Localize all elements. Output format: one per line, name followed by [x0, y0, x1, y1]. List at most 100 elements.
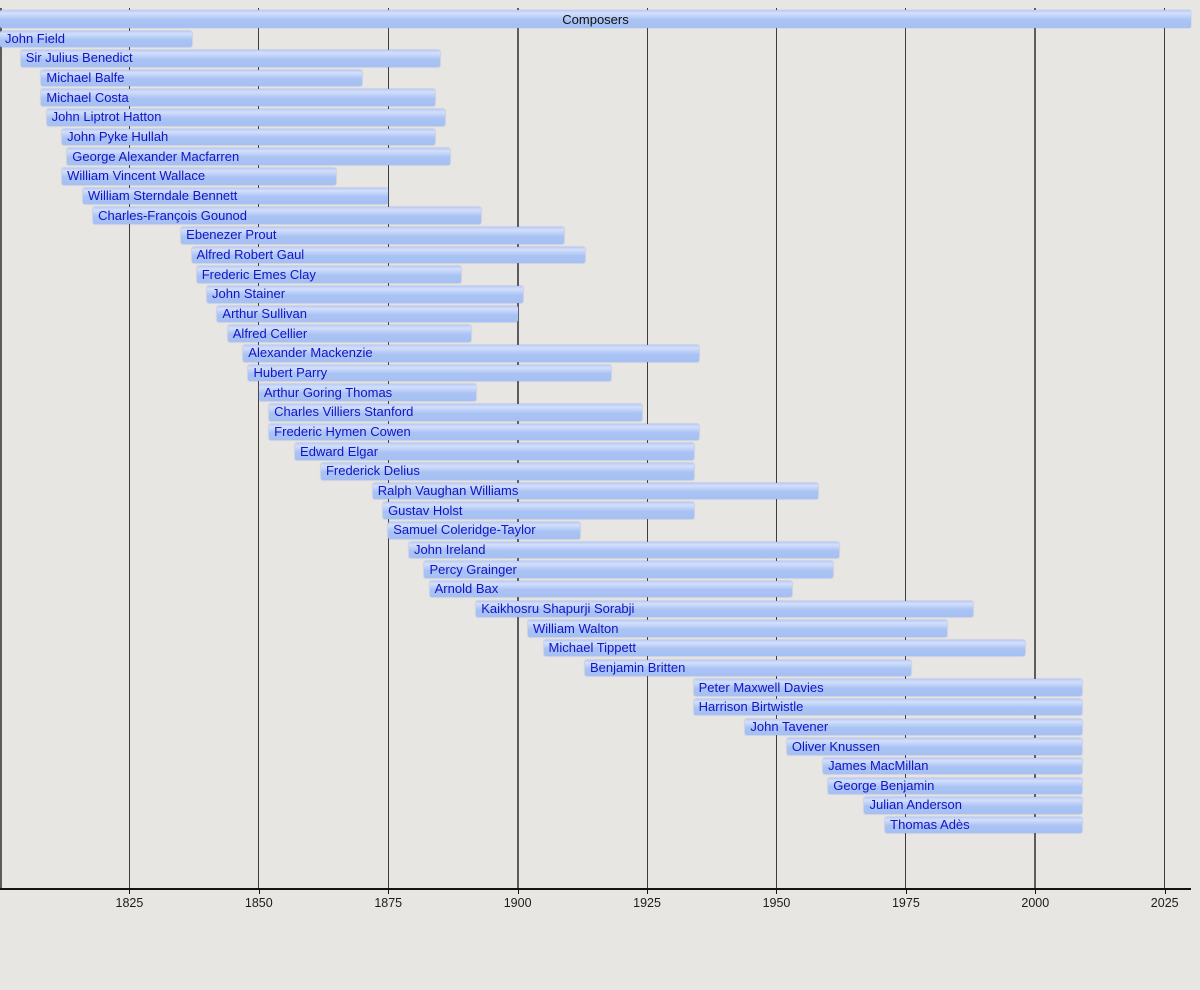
axis-tick-label-1875: 1875 — [374, 896, 403, 910]
composer-label: Frederic Emes Clay — [201, 266, 316, 282]
composer-label: Arnold Bax — [434, 581, 499, 597]
composer-label: Alfred Cellier — [232, 325, 308, 341]
timeline-bar: Alexander Mackenzie — [243, 345, 699, 362]
composer-label: Samuel Coleridge-Taylor — [393, 522, 536, 538]
composer-label: William Walton — [533, 620, 619, 636]
timeline-bar: Charles Villiers Stanford — [269, 404, 642, 421]
timeline-bar: Charles-François Gounod — [93, 207, 482, 224]
composer-label: George Alexander Macfarren — [72, 148, 240, 164]
timeline-bar: Hubert Parry — [248, 364, 611, 382]
gridline-1825 — [128, 8, 130, 889]
gridline-1950 — [775, 8, 777, 889]
composer-label: John Stainer — [212, 286, 286, 302]
axis-tick-label-1850: 1850 — [244, 896, 273, 910]
timeline-bar: Ralph Vaughan Williams — [372, 482, 818, 500]
gridline-1800 — [0, 8, 2, 889]
composer-label: Frederick Delius — [325, 463, 420, 479]
axis-tick-label-1900: 1900 — [503, 896, 532, 910]
composer-label: Sir Julius Benedict — [25, 50, 133, 66]
timeline-bar: Arthur Goring Thomas — [258, 384, 477, 401]
timeline-bar: Oliver Knussen — [786, 738, 1082, 755]
axis-tick-label-1825: 1825 — [115, 896, 144, 910]
composer-label: Edward Elgar — [300, 443, 379, 459]
composer-label: Charles-François Gounod — [98, 207, 248, 223]
timeline-bar: Samuel Coleridge-Taylor — [388, 522, 580, 539]
timeline-bar: Gustav Holst — [383, 502, 694, 519]
composer-label: William Vincent Wallace — [67, 168, 206, 184]
x-axis-line — [0, 888, 1191, 890]
composer-label: Harrison Birtwistle — [698, 699, 804, 715]
axis-tick-1825 — [129, 890, 131, 894]
composer-label: Charles Villiers Stanford — [274, 404, 414, 420]
timeline-title-bar: Composers — [0, 10, 1191, 28]
composer-label: John Ireland — [413, 541, 486, 557]
timeline-bar: William Sterndale Bennett — [82, 187, 389, 205]
timeline-bar: Julian Anderson — [864, 797, 1082, 814]
timeline-bar: Arthur Sullivan — [217, 305, 518, 323]
composer-label: Kaikhosru Shapurji Sorabji — [481, 600, 635, 616]
timeline-bar: Frederic Emes Clay — [196, 266, 461, 283]
axis-tick-label-1950: 1950 — [762, 896, 791, 910]
timeline-bar: John Stainer — [207, 286, 523, 303]
axis-tick-label-2025: 2025 — [1150, 896, 1179, 910]
composer-label: Arthur Goring Thomas — [263, 384, 393, 400]
composer-label: Gustav Holst — [388, 502, 463, 518]
chart-title: Composers — [562, 11, 629, 27]
composer-label: Arthur Sullivan — [222, 305, 307, 321]
timeline-bar: Edward Elgar — [295, 443, 694, 460]
composer-label: Michael Balfe — [46, 70, 125, 86]
composer-label: Benjamin Britten — [589, 659, 686, 675]
timeline-bar: John Ireland — [408, 541, 839, 559]
composer-label: John Tavener — [750, 718, 829, 734]
composer-label: William Sterndale Bennett — [87, 188, 238, 204]
composer-label: John Field — [5, 30, 65, 46]
composer-label: John Liptrot Hatton — [51, 109, 162, 125]
timeline-bar: James MacMillan — [823, 757, 1082, 775]
timeline-bar: Alfred Cellier — [227, 325, 472, 342]
axis-tick-1950 — [776, 890, 778, 894]
composer-label: Ralph Vaughan Williams — [377, 482, 519, 498]
gridline-1850 — [258, 8, 260, 889]
axis-tick-label-1975: 1975 — [891, 896, 920, 910]
axis-tick-1900 — [517, 890, 519, 894]
timeline-bar: Alfred Robert Gaul — [191, 246, 585, 264]
composer-label: Percy Grainger — [429, 561, 517, 577]
timeline-bar: John Tavener — [745, 718, 1082, 736]
timeline-bar: Ebenezer Prout — [181, 227, 565, 244]
composer-label: Alfred Robert Gaul — [196, 247, 305, 262]
composer-label: Michael Tippett — [548, 640, 636, 656]
axis-tick-1850 — [258, 890, 260, 894]
axis-tick-1875 — [388, 890, 390, 894]
composer-label: George Benjamin — [833, 777, 935, 793]
timeline-bar: Michael Costa — [41, 89, 435, 106]
timeline-bar: John Field — [0, 30, 192, 47]
timeline-bar: Frederick Delius — [320, 463, 694, 480]
timeline-bar: George Alexander Macfarren — [67, 148, 451, 165]
composer-label: John Pyke Hullah — [67, 129, 169, 145]
timeline-bar: Michael Tippett — [543, 639, 1025, 657]
gridline-2000 — [1034, 8, 1037, 889]
composer-label: Thomas Adès — [890, 817, 970, 833]
composer-label: James MacMillan — [828, 758, 929, 774]
timeline-bar: Sir Julius Benedict — [20, 50, 440, 67]
timeline-bar: Percy Grainger — [424, 561, 834, 578]
axis-tick-1975 — [905, 890, 907, 894]
timeline-bar: William Walton — [528, 620, 948, 637]
timeline-bar: Frederic Hymen Cowen — [269, 423, 699, 441]
timeline-bar: Arnold Bax — [429, 580, 792, 598]
axis-tick-2025 — [1164, 890, 1166, 894]
gridline-2025 — [1164, 8, 1166, 889]
composer-label: Michael Costa — [46, 89, 129, 105]
axis-tick-1925 — [647, 890, 649, 894]
axis-tick-label-1925: 1925 — [633, 896, 661, 910]
timeline-bar: John Pyke Hullah — [62, 128, 435, 146]
composer-label: Frederic Hymen Cowen — [274, 423, 411, 439]
timeline-bar: Benjamin Britten — [584, 659, 912, 677]
timeline-bar: Michael Balfe — [41, 69, 363, 87]
axis-tick-2000 — [1035, 890, 1037, 894]
composer-label: Hubert Parry — [253, 364, 328, 380]
timeline-bar: John Liptrot Hatton — [46, 109, 446, 126]
timeline-bar: Thomas Adès — [885, 816, 1082, 834]
composer-label: Ebenezer Prout — [186, 227, 277, 243]
